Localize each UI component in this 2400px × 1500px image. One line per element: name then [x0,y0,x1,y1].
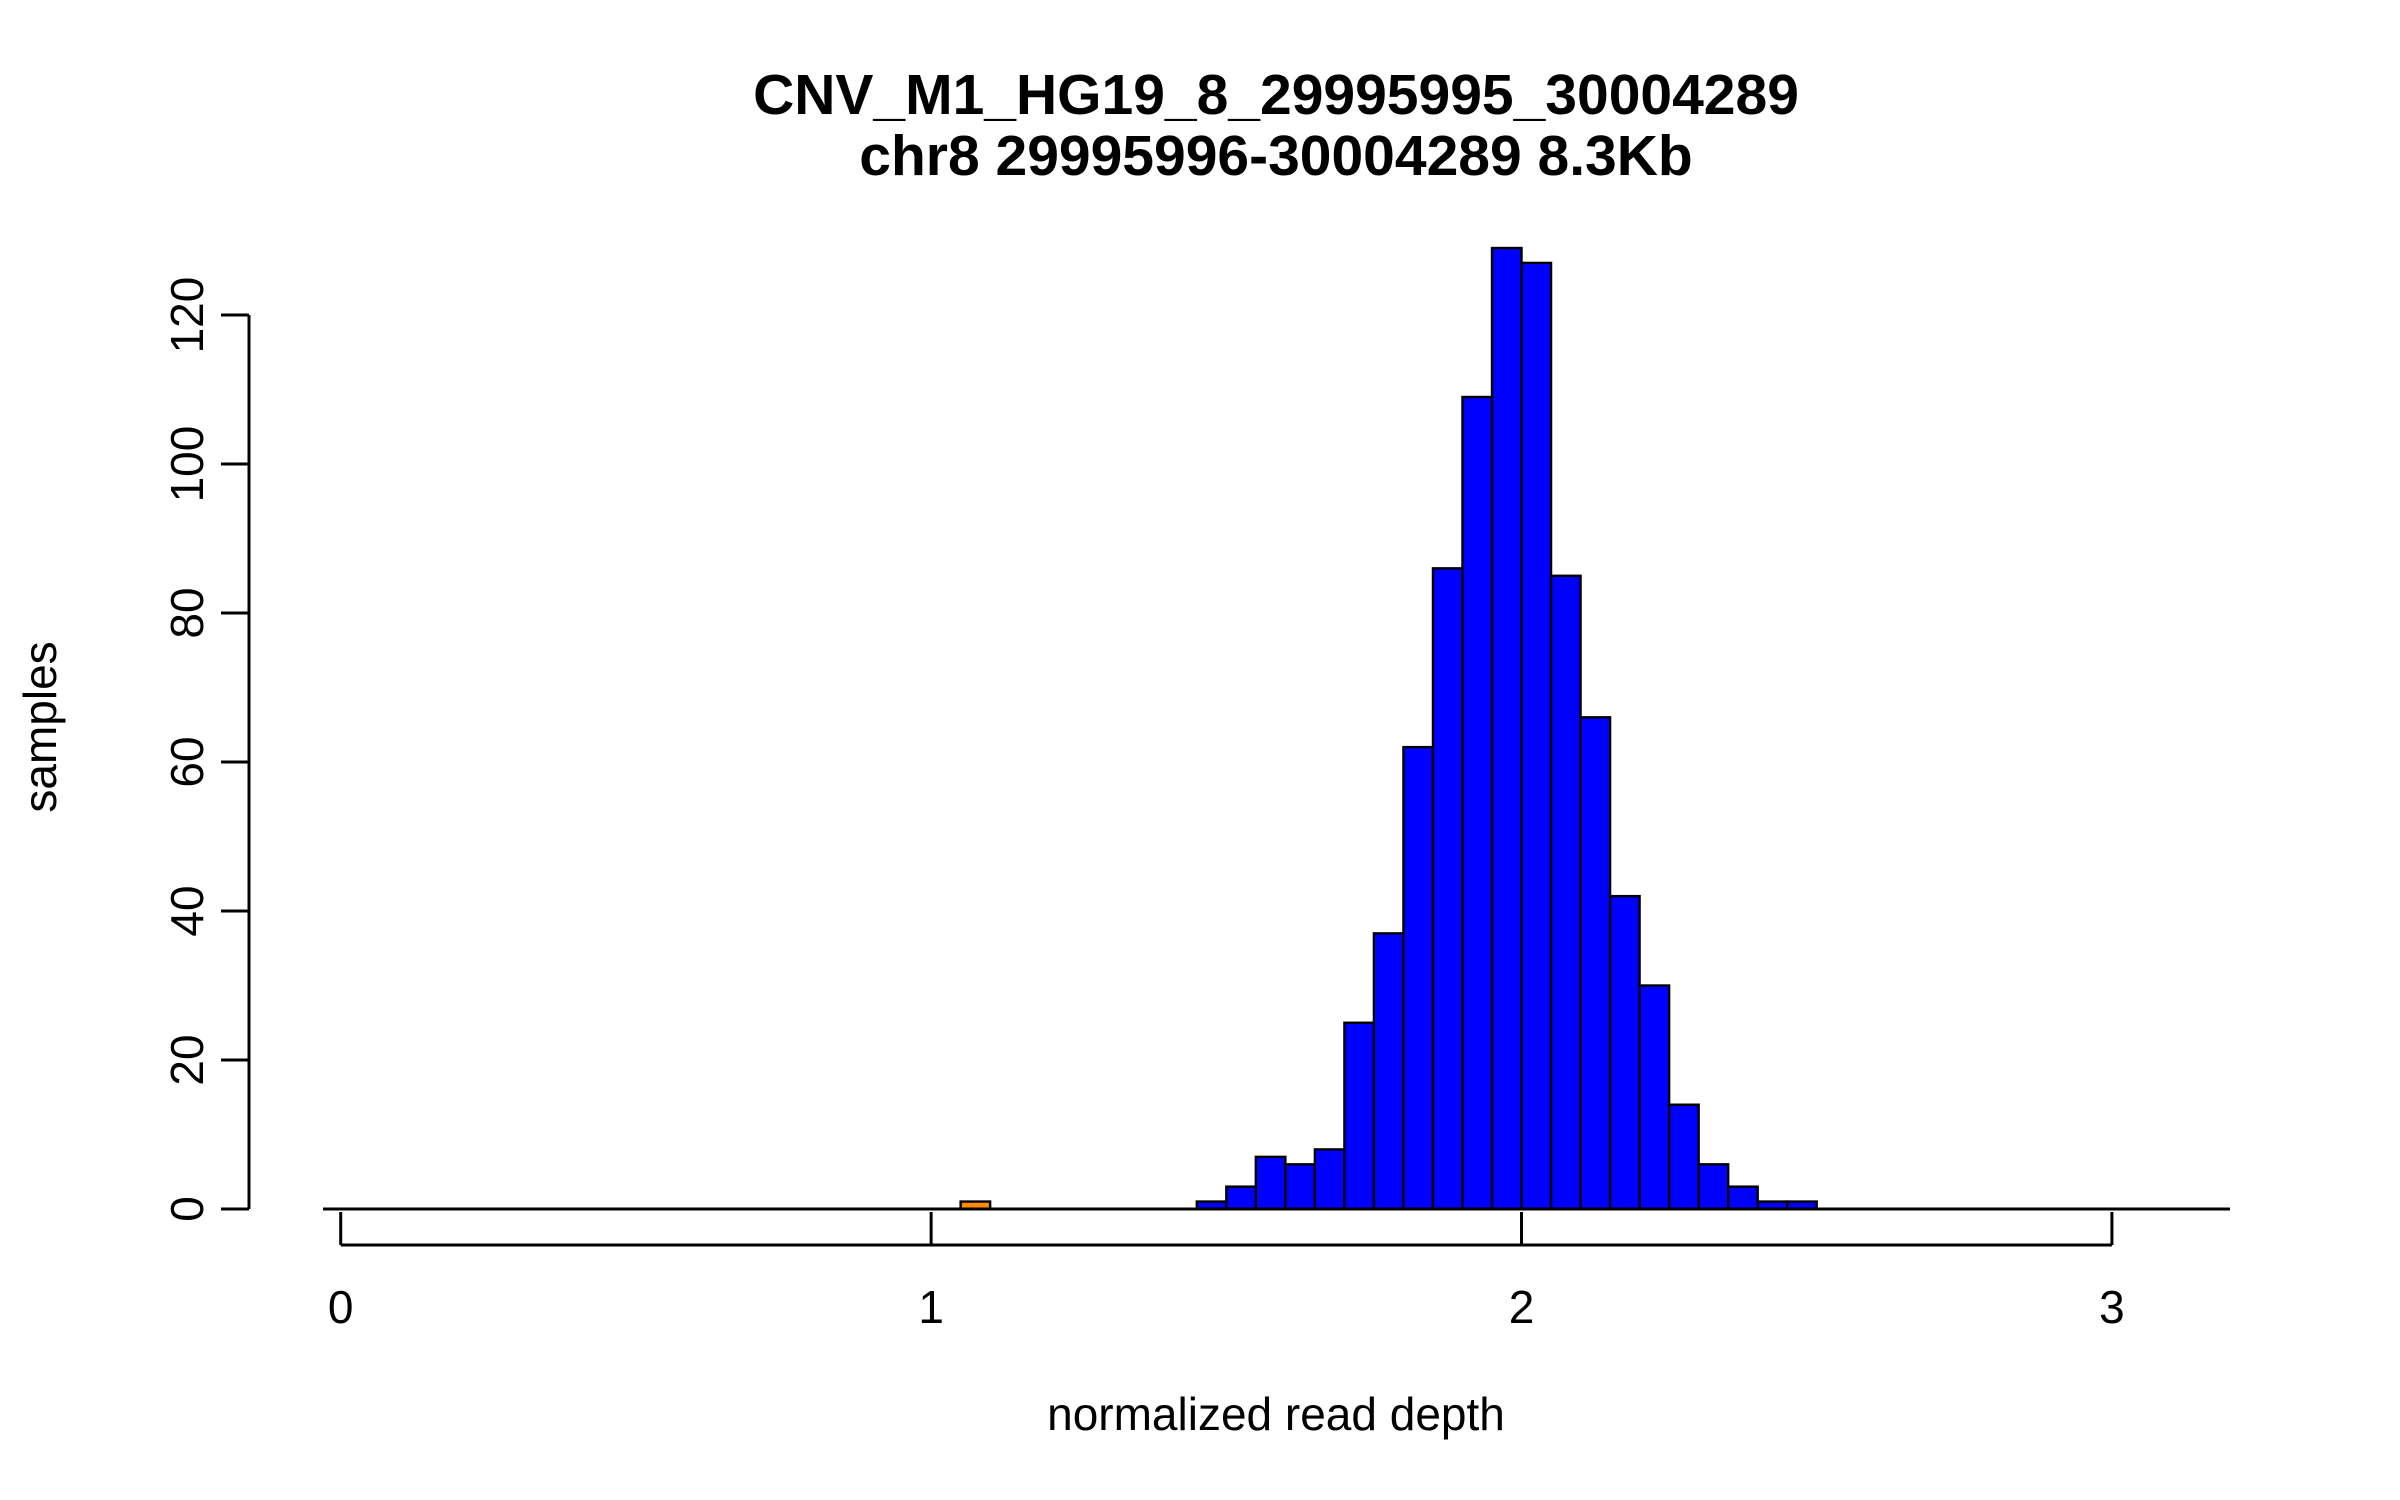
x-tick-label: 3 [2099,1281,2125,1333]
histogram-bar [1490,246,1523,1211]
histogram-bar [1579,716,1612,1211]
histogram-bar [1225,1185,1258,1211]
y-tick-label: 100 [161,426,213,503]
histogram-bar [1372,932,1405,1211]
histogram-bar [1254,1155,1287,1211]
y-tick-label: 0 [161,1196,213,1222]
y-axis: 0 20 40 60 80 100 120 [161,277,251,1222]
y-axis-label: samples [14,641,66,812]
x-tick-label: 0 [328,1281,354,1333]
chart-title: CNV_M1_HG19_8_29995995_30004289 [753,63,1799,127]
y-tick-label: 40 [161,885,213,936]
histogram-bar [1343,1021,1376,1211]
chart-subtitle: chr8 29995996-30004289 8.3Kb [859,124,1693,188]
histogram-bar [1520,261,1553,1211]
y-tick-label: 80 [161,587,213,638]
histogram-bar [1638,984,1671,1211]
histogram-bar [1461,395,1494,1211]
x-tick-label: 2 [1509,1281,1535,1333]
histogram-bar [1313,1148,1346,1211]
histogram-bar [1667,1103,1700,1211]
x-tick-label: 1 [918,1281,944,1333]
x-axis: 0 1 2 3 [328,1212,2125,1333]
histogram-bars [959,246,1818,1211]
y-tick-label: 60 [161,736,213,787]
histogram-bar [1402,745,1435,1211]
y-tick-label: 20 [161,1034,213,1085]
histogram-bar [1697,1163,1730,1211]
histogram-bar [1431,567,1464,1211]
histogram-bar [1608,894,1641,1211]
x-axis-label: normalized read depth [1047,1388,1505,1440]
histogram-bar [1284,1163,1317,1211]
histogram-bar [1726,1185,1759,1211]
y-tick-label: 120 [161,277,213,354]
histogram-bar [1549,574,1582,1211]
